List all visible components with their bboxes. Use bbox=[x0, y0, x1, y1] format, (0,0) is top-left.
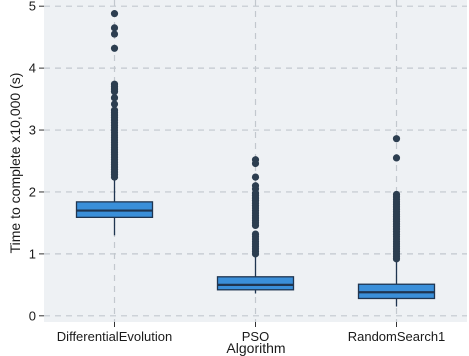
outlier-point bbox=[110, 10, 119, 18]
y-tick-label: 3 bbox=[29, 123, 36, 138]
box-series bbox=[75, 10, 436, 307]
outlier-point bbox=[392, 190, 401, 199]
y-tick-label: 0 bbox=[29, 308, 36, 323]
x-tick-label: PSO bbox=[242, 329, 269, 344]
outlier-point bbox=[110, 100, 119, 108]
y-axis-title: Time to complete x10,000 (s) bbox=[7, 73, 23, 254]
iqr-box bbox=[216, 276, 295, 291]
box-group bbox=[216, 156, 295, 294]
y-tick-label: 4 bbox=[29, 61, 36, 76]
x-tick-labels: DifferentialEvolution PSO RandomSearch1 bbox=[57, 329, 445, 344]
outlier-point bbox=[251, 173, 260, 181]
outlier-point bbox=[251, 156, 260, 164]
outlier-point bbox=[251, 230, 260, 238]
outlier-point bbox=[392, 135, 401, 143]
outlier-point bbox=[392, 154, 401, 162]
y-tick-label: 2 bbox=[29, 184, 36, 199]
outlier-point bbox=[110, 24, 119, 32]
x-axis-title: Algorithm bbox=[226, 340, 285, 356]
box-group bbox=[357, 135, 436, 307]
outlier-point bbox=[110, 106, 119, 114]
outlier-point bbox=[110, 30, 119, 38]
x-tick-label: RandomSearch1 bbox=[348, 329, 446, 344]
y-tick-label: 5 bbox=[29, 0, 36, 14]
outlier-point bbox=[110, 80, 119, 88]
x-tick-label: DifferentialEvolution bbox=[57, 329, 172, 344]
outlier-point bbox=[251, 182, 260, 190]
y-tick-label: 1 bbox=[29, 246, 36, 261]
box-group bbox=[75, 10, 154, 236]
outlier-point bbox=[110, 94, 119, 102]
y-tick-labels: 0 1 2 3 4 5 bbox=[29, 0, 36, 323]
outlier-point bbox=[110, 44, 119, 52]
